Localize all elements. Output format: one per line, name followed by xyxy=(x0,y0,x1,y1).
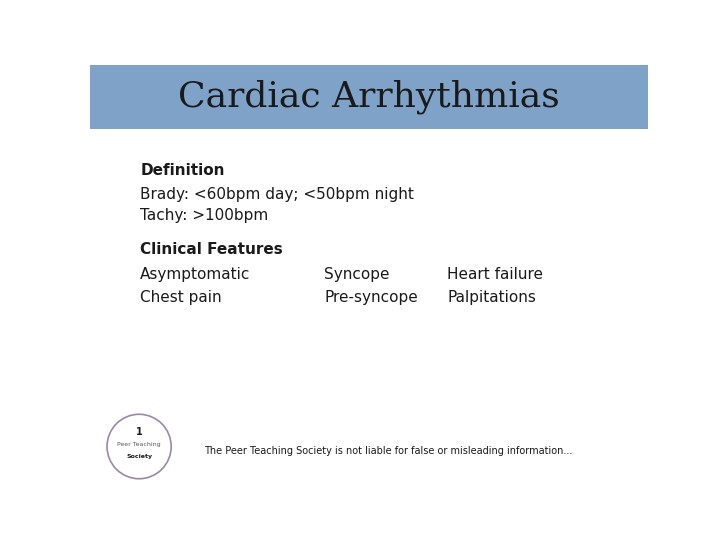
Text: Palpitations: Palpitations xyxy=(447,290,536,305)
Text: Heart failure: Heart failure xyxy=(447,267,543,282)
Text: The Peer Teaching Society is not liable for false or misleading information...: The Peer Teaching Society is not liable … xyxy=(204,446,573,456)
Text: Society: Society xyxy=(126,454,152,460)
Text: Brady: <60bpm day; <50bpm night: Brady: <60bpm day; <50bpm night xyxy=(140,187,414,202)
Text: Definition: Definition xyxy=(140,163,225,178)
Text: Tachy: >100bpm: Tachy: >100bpm xyxy=(140,208,269,223)
Text: Syncope: Syncope xyxy=(324,267,390,282)
Text: Asymptomatic: Asymptomatic xyxy=(140,267,251,282)
Text: Pre-syncope: Pre-syncope xyxy=(324,290,418,305)
Text: 1: 1 xyxy=(136,427,143,437)
Text: Peer Teaching: Peer Teaching xyxy=(117,442,161,447)
Text: Cardiac Arrhythmias: Cardiac Arrhythmias xyxy=(178,80,560,114)
Text: Chest pain: Chest pain xyxy=(140,290,222,305)
Text: Clinical Features: Clinical Features xyxy=(140,242,283,258)
FancyBboxPatch shape xyxy=(90,65,648,129)
